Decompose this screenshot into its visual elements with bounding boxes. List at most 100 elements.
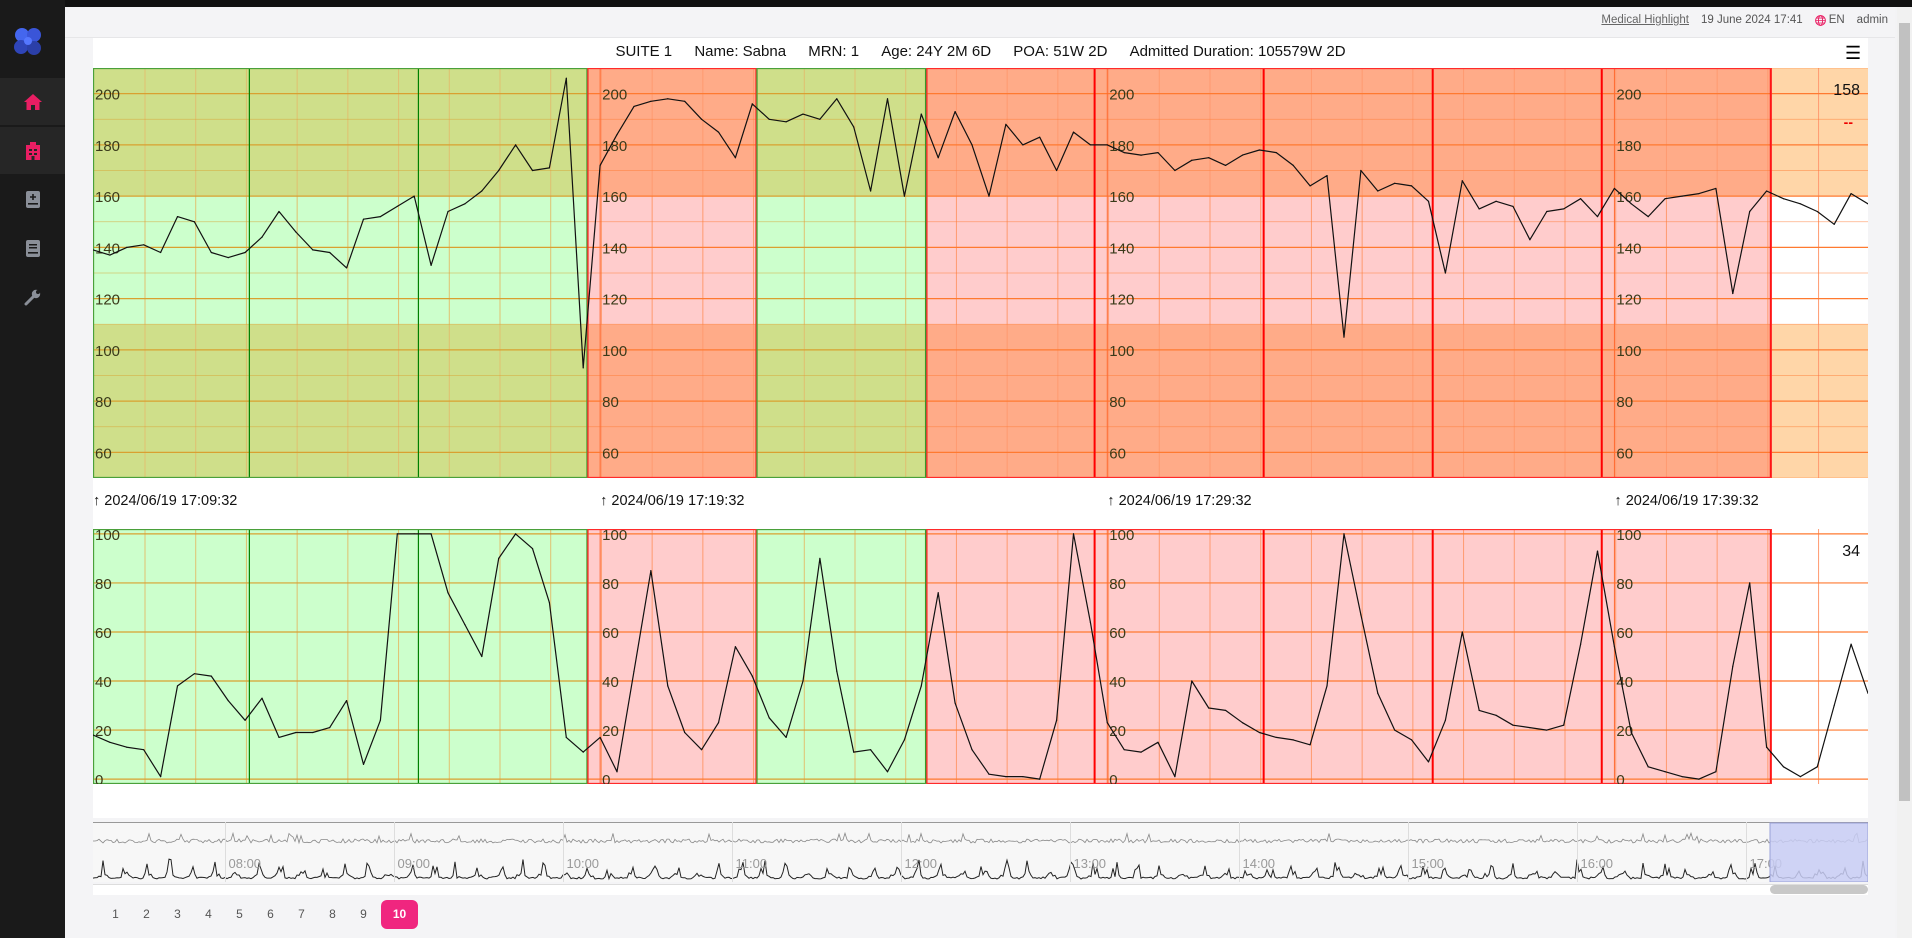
page-button-9[interactable]: 9 [360,907,367,921]
patient-info-bar: SUITE 1 Name: Sabna MRN: 1 Age: 24Y 2M 6… [93,43,1868,60]
uc-data-point [1698,778,1700,780]
fhr-data-point [1089,144,1091,146]
uc-data-point [937,592,939,594]
hamburger-menu-icon[interactable]: ☰ [1845,43,1862,63]
wrench-icon [24,289,41,306]
uc-data-point [1123,749,1125,751]
fhr-data-point [1867,203,1868,205]
hospital-icon [25,141,40,160]
uc-data-point [362,763,365,765]
page-button-8[interactable]: 8 [329,907,336,921]
fhr-data-point [531,169,534,172]
medical-highlight-link[interactable]: Medical Highlight [1601,14,1689,26]
fhr-data-point [954,110,956,113]
uc-data-point [954,702,956,704]
fhr-data-point [734,157,736,159]
navigator-scrollbar[interactable] [93,884,1868,895]
timestamp-label: 2024/06/19 17:29:32 [1118,493,1252,509]
uc-data-point [1765,746,1768,748]
sidebar-item-hospital[interactable] [0,127,65,174]
uc-data-point [886,771,889,773]
navigator-selection-window[interactable] [1769,822,1868,882]
uc-data-point [531,548,534,550]
navigator-scrollbar-thumb[interactable] [1770,885,1868,894]
band-upper [587,68,757,197]
fhr-data-point [1309,185,1311,187]
page-button-4[interactable]: 4 [205,907,212,921]
arrow-up-icon: ↑ [600,493,612,509]
page-button-7[interactable]: 7 [298,907,305,921]
page-button-1[interactable]: 1 [112,907,119,921]
sidebar-item-records[interactable] [0,225,65,272]
patient-mrn: MRN: 1 [808,43,860,60]
fhr-data-point [329,251,331,254]
fhr-data-point [1410,185,1413,187]
fhr-data-point [1816,210,1818,213]
uc-data-point [464,624,466,626]
uc-data-point [498,557,500,560]
segment-border [756,68,927,478]
user-menu[interactable]: admin [1856,14,1888,26]
y-tick-label: 20 [1616,723,1633,740]
fhr-data-point [548,167,551,169]
fhr-data-point [836,98,838,100]
fhr-data-point [515,144,517,146]
uc-data-point [1715,771,1717,773]
y-tick-label: 60 [1109,445,1126,462]
y-tick-label: 120 [1109,292,1134,309]
sidebar-item-home[interactable] [0,78,65,125]
y-tick-label: 100 [95,343,120,360]
admitted-duration: Admitted Duration: 105579W 2D [1129,43,1346,60]
uc-data-point [1039,778,1041,780]
uc-data-point [1309,744,1311,746]
page-button-6[interactable]: 6 [267,907,274,921]
navigator-hour-label: 09:00 [398,856,431,871]
uc-data-point [684,731,686,734]
fhr-data-point [1596,216,1599,218]
uc-data-point [667,685,669,687]
page-button-10[interactable]: 10 [381,900,418,929]
uc-data-point [1833,704,1835,707]
fhr-data-point [988,195,990,197]
overview-navigator[interactable]: 08:00 09:00 10:00 11:00 12:00 13:00 14:00 15:00… [93,822,1868,882]
uc-data-point [1241,722,1244,724]
uc-data-point [278,736,280,739]
fhr-data-point [1664,198,1666,200]
arrow-up-icon: ↑ [93,493,105,509]
fhr-data-point [1732,292,1734,295]
band-upper [93,68,588,197]
uc-data-point [481,655,483,658]
app-logo[interactable] [10,24,46,60]
segment-border [587,68,757,478]
uc-data-point [1664,771,1666,773]
page-button-2[interactable]: 2 [143,907,150,921]
y-tick-label: 100 [95,529,120,544]
uc-data-point [160,776,162,778]
book-icon [25,240,40,257]
language-selector[interactable]: EN [1814,14,1845,26]
y-tick-label: 0 [602,772,610,784]
navigator-hour-label: 12:00 [905,856,938,871]
page-button-3[interactable]: 3 [174,907,181,921]
y-tick-label: 160 [602,189,627,206]
sidebar-item-settings[interactable] [0,274,65,321]
y-tick-label: 200 [1616,87,1641,104]
band-normal [756,196,927,325]
fhr-data-point [785,121,787,123]
uc-data-point [1072,533,1075,535]
patient-poa: POA: 51W 2D [1013,43,1108,60]
window-top-bar [0,0,1912,7]
uc-data-point [93,734,94,736]
y-tick-label: 80 [602,576,619,593]
segment-border [587,529,757,784]
arrow-up-icon: ↑ [1614,493,1626,509]
patient-name: Name: Sabna [694,43,787,60]
uc-data-point [700,749,703,751]
fhr-data-point [1715,187,1717,190]
page-scrollbar-thumb[interactable] [1899,23,1910,801]
page-button-5[interactable]: 5 [236,907,243,921]
sidebar-item-add-record[interactable] [0,176,65,223]
uc-data-point [1546,729,1548,731]
uc-data-point [261,697,263,699]
uc-data-point [1343,533,1345,535]
